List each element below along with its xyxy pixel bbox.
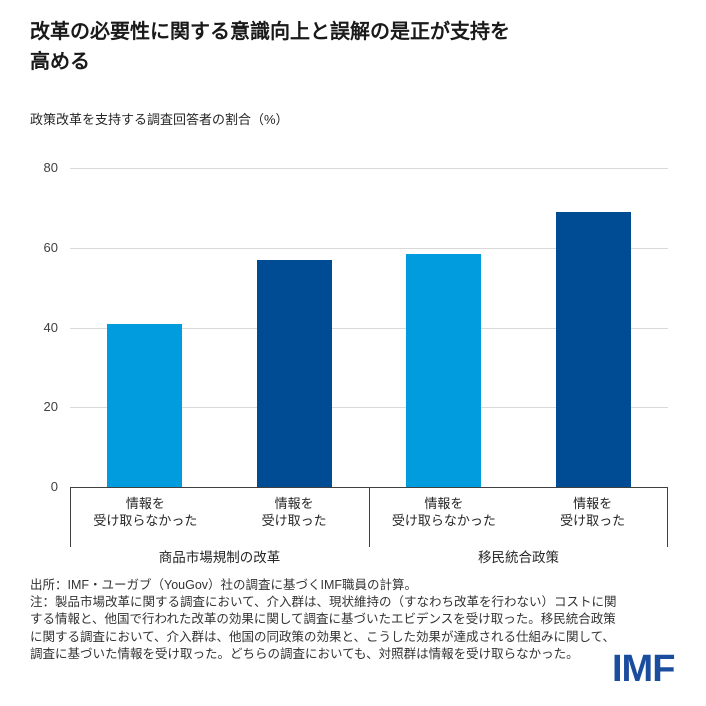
axis-tick	[667, 542, 668, 547]
category-label-line: 受け取らなかった	[93, 513, 198, 528]
figure-title: 改革の必要性に関する意識向上と誤解の是正が支持を 高める	[30, 17, 590, 77]
y-tick-label: 0	[50, 479, 58, 494]
category-axis-group-2: 情報を 受け取らなかった 情報を 受け取った	[370, 488, 668, 542]
group-label-1: 商品市場規制の改革	[158, 550, 281, 565]
category-label-line: 受け取った	[261, 513, 327, 528]
bar-group2-2	[555, 211, 631, 487]
category-label: 情報を 受け取った	[518, 488, 667, 542]
source-note: 出所：IMF・ユーガブ（YouGov）社の調査に基づくIMF職員の計算。	[30, 578, 418, 592]
method-note: 注：製品市場改革に関する調査において、介入群は、現状維持の（すなわち改革を行わな…	[30, 595, 617, 661]
category-axis: 情報を 受け取らなかった 情報を 受け取った 情報を 受け取らなかった 情報を 受け取った	[70, 487, 668, 542]
axis-tick	[369, 542, 370, 547]
y-axis: 0 20 40 60 80	[24, 160, 58, 503]
plot-area	[70, 168, 668, 487]
category-label-line: 情報を	[274, 496, 314, 511]
category-label-line: 受け取らなかった	[391, 513, 496, 528]
bar-group1-1	[107, 323, 183, 487]
category-label-line: 受け取った	[560, 513, 626, 528]
figure-subtitle: 政策改革を支持する調査回答者の割合（%）	[30, 112, 289, 127]
figure-footer: 出所：IMF・ユーガブ（YouGov）社の調査に基づくIMF職員の計算。 注：製…	[30, 577, 618, 663]
y-tick-label: 20	[43, 399, 58, 415]
bar-group2-1	[406, 253, 482, 487]
group-axis: 商品市場規制の改革 移民統合政策	[70, 542, 668, 566]
axis-tick	[70, 542, 71, 547]
category-label-line: 情報を	[573, 496, 613, 511]
category-axis-group-1: 情報を 受け取らなかった 情報を 受け取った	[71, 488, 370, 542]
y-tick-label: 80	[43, 160, 58, 175]
gridline	[70, 407, 668, 409]
y-tick-label: 40	[43, 319, 58, 335]
y-tick-label: 60	[43, 239, 58, 255]
category-label: 情報を 受け取った	[220, 488, 369, 542]
group-label-2: 移民統合政策	[478, 550, 559, 565]
gridline	[70, 168, 668, 169]
gridline	[70, 327, 668, 329]
gridline	[70, 247, 668, 249]
imf-logo: IMF	[612, 648, 675, 690]
category-label: 情報を受け取らなかった	[370, 488, 519, 542]
category-label-line: 情報を	[424, 496, 464, 511]
category-label-line: 情報を	[125, 496, 165, 511]
bar-group1-2	[256, 259, 332, 487]
figure-title-line-2: 高める	[30, 51, 90, 73]
category-label: 情報を受け取らなかった	[71, 488, 220, 542]
figure-title-line-1: 改革の必要性に関する意識向上と誤解の是正が支持を	[30, 21, 510, 43]
